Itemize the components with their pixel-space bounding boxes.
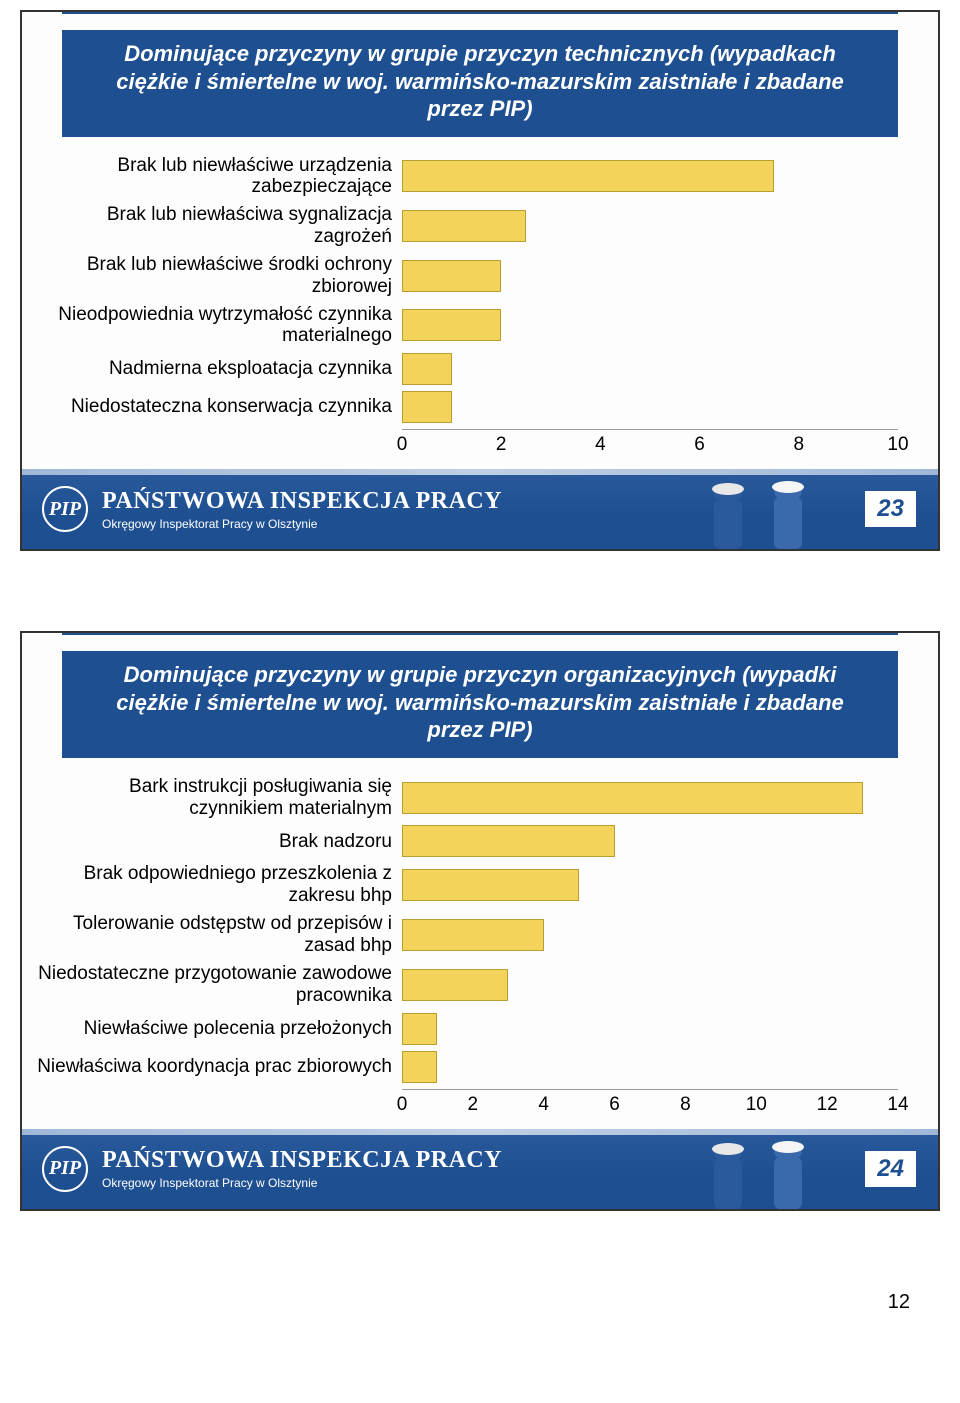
axis-tick: 0 — [397, 434, 408, 456]
axis-tick: 14 — [887, 1094, 908, 1116]
chart-row: Nadmierna eksploatacja czynnika — [32, 353, 898, 385]
category-label: Tolerowanie odstępstw od przepisów i zas… — [32, 913, 402, 957]
bar-track — [402, 825, 898, 857]
category-label: Brak lub niewłaściwa sygnalizacja zagroż… — [32, 204, 402, 248]
pip-logo: PIP — [42, 486, 88, 532]
bar-track — [402, 353, 898, 385]
bar-track — [402, 260, 898, 292]
axis-tick: 6 — [694, 434, 705, 456]
chart-organizational: Bark instrukcji posługiwania się czynnik… — [22, 766, 938, 1129]
axis-tick: 4 — [595, 434, 606, 456]
bar-track — [402, 1013, 898, 1045]
slide-organizational-causes: Dominujące przyczyny w grupie przyczyn o… — [20, 631, 940, 1210]
bar-track — [402, 869, 898, 901]
category-label: Nadmierna eksploatacja czynnika — [32, 358, 402, 380]
axis-tick: 10 — [887, 434, 908, 456]
bar — [402, 1013, 437, 1045]
footer-main-text: PAŃSTWOWA INSPEKCJA PRACY — [102, 1147, 502, 1174]
category-label: Brak nadzoru — [32, 831, 402, 853]
chart-row: Niewłaściwa koordynacja prac zbiorowych — [32, 1051, 898, 1083]
footer-sub-text: Okręgowy Inspektorat Pracy w Olsztynie — [102, 1176, 502, 1190]
chart-row: Niedostateczne przygotowanie zawodowe pr… — [32, 963, 898, 1007]
footer-text-block: PAŃSTWOWA INSPEKCJA PRACY Okręgowy Inspe… — [102, 1147, 502, 1190]
x-axis: 0246810 — [32, 429, 898, 459]
chart-row: Bark instrukcji posługiwania się czynnik… — [32, 776, 898, 820]
chart-row: Brak lub niewłaściwe urządzenia zabezpie… — [32, 155, 898, 199]
axis-tick: 0 — [397, 1094, 408, 1116]
bar — [402, 782, 863, 814]
slide-title: Dominujące przyczyny w grupie przyczyn o… — [62, 651, 898, 758]
category-label: Brak odpowiedniego przeszkolenia z zakre… — [32, 863, 402, 907]
bar-track — [402, 1051, 898, 1083]
category-label: Niewłaściwa koordynacja prac zbiorowych — [32, 1056, 402, 1078]
bar — [402, 260, 501, 292]
chart-row: Brak nadzoru — [32, 825, 898, 857]
category-label: Bark instrukcji posługiwania się czynnik… — [32, 776, 402, 820]
bar — [402, 353, 452, 385]
bar-track — [402, 160, 898, 192]
bar — [402, 919, 544, 951]
chart-row: Niewłaściwe polecenia przełożonych — [32, 1013, 898, 1045]
category-label: Nieodpowiednia wytrzymałość czynnika mat… — [32, 304, 402, 348]
bar-track — [402, 391, 898, 423]
axis-tick: 2 — [468, 1094, 479, 1116]
inspectors-icon — [678, 469, 838, 549]
chart-row: Brak lub niewłaściwa sygnalizacja zagroż… — [32, 204, 898, 248]
chart-row: Brak odpowiedniego przeszkolenia z zakre… — [32, 863, 898, 907]
chart-technical: Brak lub niewłaściwe urządzenia zabezpie… — [22, 145, 938, 470]
slide-footer: PIP PAŃSTWOWA INSPEKCJA PRACY Okręgowy I… — [22, 469, 938, 549]
slide-number: 24 — [865, 1151, 916, 1187]
slide-footer: PIP PAŃSTWOWA INSPEKCJA PRACY Okręgowy I… — [22, 1129, 938, 1209]
chart-row: Nieodpowiednia wytrzymałość czynnika mat… — [32, 304, 898, 348]
bar-track — [402, 210, 898, 242]
chart-row: Tolerowanie odstępstw od przepisów i zas… — [32, 913, 898, 957]
bar — [402, 1051, 437, 1083]
axis-tick: 8 — [680, 1094, 691, 1116]
bar — [402, 391, 452, 423]
category-label: Brak lub niewłaściwe środki ochrony zbio… — [32, 254, 402, 298]
bar — [402, 969, 508, 1001]
chart-row: Niedostateczna konserwacja czynnika — [32, 391, 898, 423]
document-page-number: 12 — [20, 1291, 940, 1314]
axis-tick: 2 — [496, 434, 507, 456]
bar-track — [402, 309, 898, 341]
slide-title: Dominujące przyczyny w grupie przyczyn t… — [62, 30, 898, 137]
axis-tick: 4 — [538, 1094, 549, 1116]
axis-tick: 8 — [794, 434, 805, 456]
pip-logo: PIP — [42, 1146, 88, 1192]
footer-main-text: PAŃSTWOWA INSPEKCJA PRACY — [102, 488, 502, 515]
chart-row: Brak lub niewłaściwe środki ochrony zbio… — [32, 254, 898, 298]
bar — [402, 825, 615, 857]
slide-number: 23 — [865, 491, 916, 527]
inspectors-icon — [678, 1129, 838, 1209]
bar — [402, 160, 774, 192]
category-label: Niewłaściwe polecenia przełożonych — [32, 1018, 402, 1040]
category-label: Brak lub niewłaściwe urządzenia zabezpie… — [32, 155, 402, 199]
category-label: Niedostateczna konserwacja czynnika — [32, 396, 402, 418]
axis-tick: 12 — [817, 1094, 838, 1116]
footer-sub-text: Okręgowy Inspektorat Pracy w Olsztynie — [102, 517, 502, 531]
category-label: Niedostateczne przygotowanie zawodowe pr… — [32, 963, 402, 1007]
bar-track — [402, 969, 898, 1001]
axis-tick: 6 — [609, 1094, 620, 1116]
bar-track — [402, 919, 898, 951]
bar — [402, 869, 579, 901]
axis-tick: 10 — [746, 1094, 767, 1116]
title-accent-line — [62, 633, 898, 635]
bar — [402, 309, 501, 341]
footer-text-block: PAŃSTWOWA INSPEKCJA PRACY Okręgowy Inspe… — [102, 488, 502, 531]
x-axis: 02468101214 — [32, 1089, 898, 1119]
title-accent-line — [62, 12, 898, 14]
bar — [402, 210, 526, 242]
bar-track — [402, 782, 898, 814]
slide-technical-causes: Dominujące przyczyny w grupie przyczyn t… — [20, 10, 940, 551]
